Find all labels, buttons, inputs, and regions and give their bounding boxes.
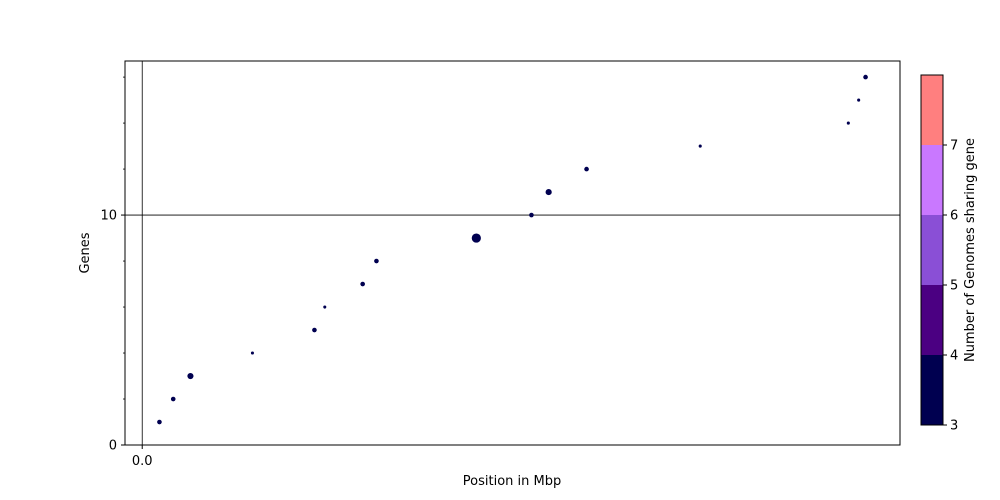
colorbar-bin <box>921 285 943 355</box>
colorbar-tick-label: 7 <box>950 139 958 154</box>
colorbar-ticks: 3 4 5 6 7 <box>943 139 958 434</box>
scatter-point <box>846 121 850 125</box>
plot-area: 0.0 0 10 Position in Mbp Genes <box>78 60 901 489</box>
y-axis-ticks: 0 10 <box>100 76 125 454</box>
colorbar-bin <box>921 75 943 145</box>
x-axis-label: Position in Mbp <box>463 474 561 489</box>
scatter-point <box>360 281 365 287</box>
colorbar-tick-label: 3 <box>950 419 958 434</box>
colorbar-tick-label: 5 <box>950 279 958 294</box>
scatter-point <box>374 258 379 264</box>
scatter-point <box>170 396 176 402</box>
plot-frame <box>124 60 901 446</box>
scatter-points <box>157 74 868 425</box>
colorbar-bin <box>921 355 943 425</box>
scatter-point <box>529 212 534 218</box>
scatter-point <box>471 233 481 243</box>
scatter-point <box>312 327 317 333</box>
colorbar-bin <box>921 215 943 285</box>
scatter-point <box>863 74 868 80</box>
x-axis-ticks: 0.0 <box>132 445 153 469</box>
colorbar: 3 4 5 6 7 Number of Genomes sharing gene <box>920 74 978 434</box>
x-tick-label: 0.0 <box>132 454 153 469</box>
scatter-point <box>545 188 552 196</box>
scatter-point <box>157 419 162 425</box>
scatter-point <box>187 372 194 380</box>
colorbar-label: Number of Genomes sharing gene <box>963 138 978 362</box>
colorbar-bins <box>921 75 943 425</box>
y-tick-label: 0 <box>109 439 117 454</box>
colorbar-tick-label: 6 <box>950 209 958 224</box>
colorbar-frame <box>920 74 944 426</box>
scatter-point <box>323 305 327 309</box>
scatter-point <box>857 98 861 102</box>
colorbar-tick-label: 4 <box>950 349 958 364</box>
colorbar-bin <box>921 145 943 215</box>
y-tick-label: 10 <box>100 209 117 224</box>
scatter-point <box>698 144 702 148</box>
y-axis-label: Genes <box>78 232 93 273</box>
scatter-point <box>584 166 589 172</box>
scatter-point <box>250 351 254 355</box>
